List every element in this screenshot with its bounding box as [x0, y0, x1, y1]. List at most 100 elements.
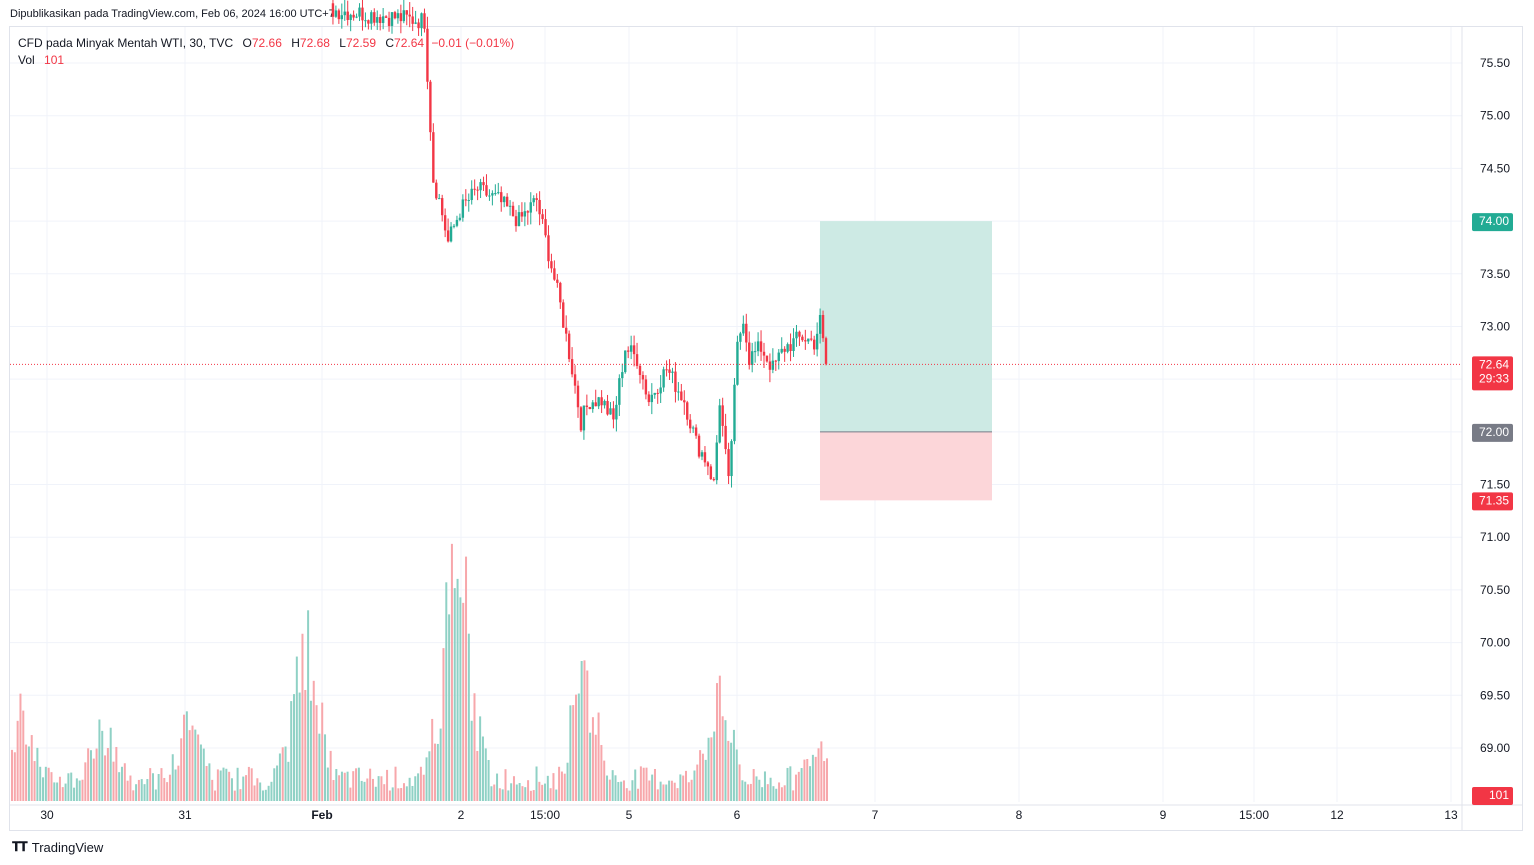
candle-body[interactable]	[358, 7, 361, 17]
candle-body[interactable]	[547, 235, 550, 262]
candle-body[interactable]	[502, 196, 506, 203]
candle-body[interactable]	[494, 193, 497, 195]
candle-body[interactable]	[582, 405, 586, 431]
candle-body[interactable]	[644, 379, 648, 395]
candle-body[interactable]	[378, 17, 382, 23]
candle-body[interactable]	[659, 387, 662, 394]
candle-body[interactable]	[541, 214, 544, 220]
candle-body[interactable]	[464, 199, 468, 201]
candle-body[interactable]	[626, 350, 630, 352]
candle-body[interactable]	[505, 196, 509, 207]
candle-body[interactable]	[497, 192, 500, 194]
candle-body[interactable]	[810, 338, 813, 340]
profit-zone[interactable]	[820, 221, 992, 432]
candle-body[interactable]	[739, 333, 742, 342]
candle-body[interactable]	[812, 339, 816, 350]
candle-body[interactable]	[815, 333, 819, 350]
candle-body[interactable]	[821, 315, 825, 339]
candle-body[interactable]	[452, 225, 456, 227]
candle-body[interactable]	[641, 375, 645, 380]
candle-body[interactable]	[508, 205, 512, 207]
candle-body[interactable]	[724, 425, 727, 450]
candle-body[interactable]	[381, 16, 385, 23]
loss-zone[interactable]	[820, 431, 992, 501]
candle-body[interactable]	[376, 17, 379, 23]
candle-body[interactable]	[677, 391, 680, 393]
candle-body[interactable]	[635, 354, 639, 366]
candle-body[interactable]	[455, 219, 459, 226]
candle-body[interactable]	[550, 261, 553, 269]
candle-body[interactable]	[688, 419, 692, 429]
candle-body[interactable]	[656, 392, 659, 394]
candle-body[interactable]	[526, 211, 530, 213]
candle-body[interactable]	[771, 360, 775, 370]
candle-body[interactable]	[733, 384, 736, 442]
candle-body[interactable]	[553, 268, 556, 280]
candle-body[interactable]	[443, 215, 447, 231]
candle-body[interactable]	[417, 22, 420, 29]
candle-body[interactable]	[686, 402, 689, 420]
candle-body[interactable]	[671, 371, 674, 373]
candle-body[interactable]	[824, 338, 828, 364]
candle-body[interactable]	[777, 352, 780, 362]
candle-body[interactable]	[461, 199, 465, 218]
candle-body[interactable]	[609, 408, 612, 415]
candle-body[interactable]	[367, 20, 370, 24]
candle-body[interactable]	[399, 13, 403, 22]
candle-body[interactable]	[768, 361, 772, 370]
candle-body[interactable]	[700, 452, 704, 457]
candle-body[interactable]	[479, 182, 482, 191]
candle-body[interactable]	[638, 365, 642, 376]
candle-body[interactable]	[653, 392, 656, 395]
candle-body[interactable]	[420, 13, 423, 29]
candle-body[interactable]	[435, 182, 438, 199]
candle-body[interactable]	[573, 374, 577, 386]
candle-body[interactable]	[798, 331, 801, 337]
candle-body[interactable]	[756, 341, 760, 352]
candle-body[interactable]	[440, 198, 444, 216]
candle-body[interactable]	[745, 323, 748, 343]
candle-body[interactable]	[559, 282, 562, 303]
candle-body[interactable]	[765, 355, 769, 362]
candle-body[interactable]	[500, 192, 503, 203]
candle-body[interactable]	[405, 10, 408, 15]
tradingview-brand[interactable]: 𝐓𝐓 TradingView	[12, 839, 103, 855]
candle-body[interactable]	[556, 279, 559, 283]
candle-body[interactable]	[647, 394, 651, 403]
candle-body[interactable]	[488, 195, 491, 197]
candle-body[interactable]	[585, 405, 589, 407]
candle-body[interactable]	[535, 198, 538, 200]
candle-body[interactable]	[727, 449, 730, 477]
candle-body[interactable]	[414, 22, 417, 24]
candle-body[interactable]	[396, 13, 400, 19]
candle-body[interactable]	[423, 13, 426, 29]
candle-body[interactable]	[446, 230, 450, 242]
candle-body[interactable]	[588, 406, 592, 410]
candle-body[interactable]	[532, 198, 535, 203]
candle-body[interactable]	[703, 452, 707, 463]
candle-body[interactable]	[694, 427, 698, 436]
candle-body[interactable]	[774, 360, 778, 362]
candle-body[interactable]	[742, 323, 745, 334]
candle-body[interactable]	[721, 405, 724, 426]
candle-body[interactable]	[597, 397, 600, 407]
candle-body[interactable]	[337, 10, 341, 20]
candle-body[interactable]	[467, 200, 470, 202]
candle-body[interactable]	[349, 14, 352, 20]
candle-body[interactable]	[473, 188, 476, 190]
candle-body[interactable]	[511, 205, 515, 217]
candle-body[interactable]	[697, 435, 701, 457]
candle-body[interactable]	[364, 20, 367, 22]
candle-body[interactable]	[801, 336, 804, 341]
candle-body[interactable]	[789, 344, 792, 352]
candle-body[interactable]	[538, 199, 541, 215]
candle-body[interactable]	[523, 211, 527, 217]
candle-body[interactable]	[387, 17, 391, 26]
candle-body[interactable]	[591, 402, 594, 410]
candle-body[interactable]	[674, 371, 677, 392]
candle-body[interactable]	[753, 351, 757, 353]
candle-body[interactable]	[680, 391, 683, 401]
candle-body[interactable]	[562, 302, 565, 328]
candle-body[interactable]	[715, 442, 718, 481]
